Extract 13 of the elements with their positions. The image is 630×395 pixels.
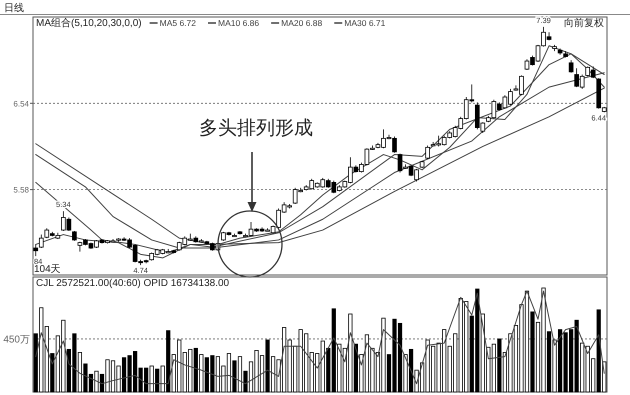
annotation: 向前复权 xyxy=(564,17,604,29)
y-tick-label: 6.54 xyxy=(13,99,30,108)
ref-line-label: 450万 xyxy=(3,334,30,346)
chart-title: 日线 xyxy=(4,2,24,14)
legend-label: MA20 6.88 xyxy=(281,18,323,28)
y-tick-label: 5.58 xyxy=(13,186,30,195)
legend-label: MA5 6.72 xyxy=(160,18,196,28)
chart-subtitle: MA组合(5,10,20,30,0,0) xyxy=(36,17,142,29)
legend-label: MA10 6.86 xyxy=(218,18,260,28)
legend-label: MA30 6.71 xyxy=(344,18,386,28)
annotation: 104天 xyxy=(34,264,61,275)
annotation: 多头排列形成 xyxy=(199,118,313,139)
chart-subtitle: CJL 2572521.00(40:60) OPID 16734138.00 xyxy=(36,278,230,289)
